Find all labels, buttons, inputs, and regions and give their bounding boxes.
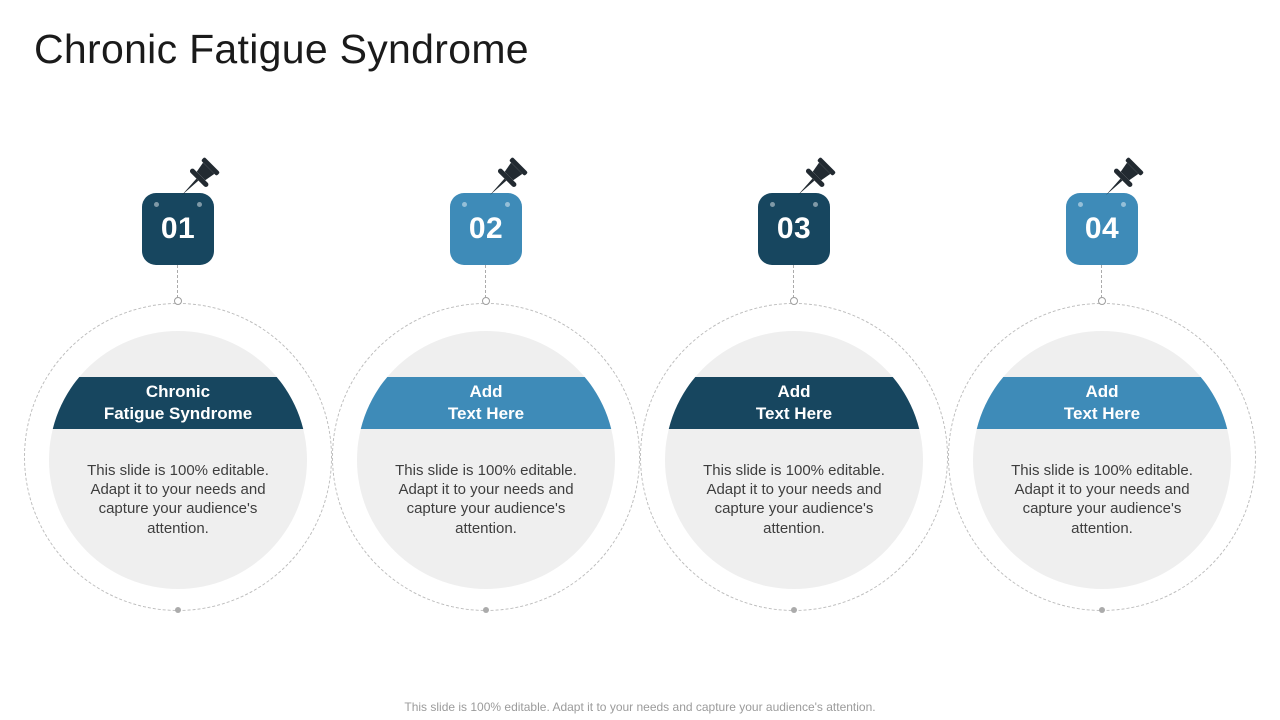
step-number: 01 [160, 212, 196, 245]
step-column-2: 02 Add Text Here This slide is 100% edit… [332, 157, 640, 633]
step-column-4: 04 Add Text Here This slide is 100% edit… [948, 157, 1256, 633]
connector-node-dot [1098, 297, 1106, 305]
ribbon-banner: Chronic Fatigue Syndrome [49, 377, 307, 429]
pushpin-icon [1096, 157, 1144, 205]
step-number: 02 [468, 212, 504, 245]
connector-node-dot [174, 297, 182, 305]
body-text: This slide is 100% editable. Adapt it to… [395, 462, 577, 537]
pushpin-icon [788, 157, 836, 205]
body-text: This slide is 100% editable. Adapt it to… [87, 462, 269, 537]
ribbon-title-line1: Add [777, 382, 811, 402]
ribbon-title-line2: Text Here [1063, 404, 1141, 423]
badge-hole-right [813, 202, 818, 207]
step-number-badge: 02 [450, 193, 522, 265]
badge-hole-left [770, 202, 775, 207]
badge-hole-left [1078, 202, 1083, 207]
connector-node-dot [482, 297, 490, 305]
content-circle: Add Text Here This slide is 100% editabl… [665, 331, 923, 589]
connector-node-dot [790, 297, 798, 305]
body-text: This slide is 100% editable. Adapt it to… [1011, 462, 1193, 537]
ribbon-title-line2: Text Here [447, 404, 525, 423]
page-title: Chronic Fatigue Syndrome [34, 26, 529, 72]
ribbon-banner: Add Text Here [973, 377, 1231, 429]
connector-line [1101, 265, 1102, 298]
footer-note: This slide is 100% editable. Adapt it to… [404, 700, 876, 714]
pushpin-icon [172, 157, 220, 205]
step-number-badge: 03 [758, 193, 830, 265]
step-column-3: 03 Add Text Here This slide is 100% edit… [640, 157, 948, 633]
steps-row: 01 Chronic Fatigue Syndrome This slide i… [0, 157, 1280, 633]
pushpin-icon [480, 157, 528, 205]
content-circle: Add Text Here This slide is 100% editabl… [357, 331, 615, 589]
ribbon-title-line2: Fatigue Syndrome [103, 404, 253, 423]
ring-bottom-dot [483, 607, 489, 613]
ring-bottom-dot [791, 607, 797, 613]
step-number: 03 [776, 212, 812, 245]
content-circle: Chronic Fatigue Syndrome This slide is 1… [49, 331, 307, 589]
connector-line [793, 265, 794, 298]
ring-bottom-dot [175, 607, 181, 613]
ribbon-title-line1: Chronic [145, 382, 211, 402]
ribbon-title-line1: Add [469, 382, 503, 402]
badge-hole-right [1121, 202, 1126, 207]
content-circle: Add Text Here This slide is 100% editabl… [973, 331, 1231, 589]
badge-hole-left [154, 202, 159, 207]
step-number-badge: 04 [1066, 193, 1138, 265]
connector-line [177, 265, 178, 298]
badge-hole-right [197, 202, 202, 207]
ribbon-title-line1: Add [1085, 382, 1119, 402]
step-column-1: 01 Chronic Fatigue Syndrome This slide i… [24, 157, 332, 633]
connector-line [485, 265, 486, 298]
badge-hole-right [505, 202, 510, 207]
ribbon-banner: Add Text Here [665, 377, 923, 429]
step-number-badge: 01 [142, 193, 214, 265]
step-number: 04 [1084, 212, 1120, 245]
ring-bottom-dot [1099, 607, 1105, 613]
badge-hole-left [462, 202, 467, 207]
ribbon-banner: Add Text Here [357, 377, 615, 429]
body-text: This slide is 100% editable. Adapt it to… [703, 462, 885, 537]
ribbon-title-line2: Text Here [755, 404, 833, 423]
